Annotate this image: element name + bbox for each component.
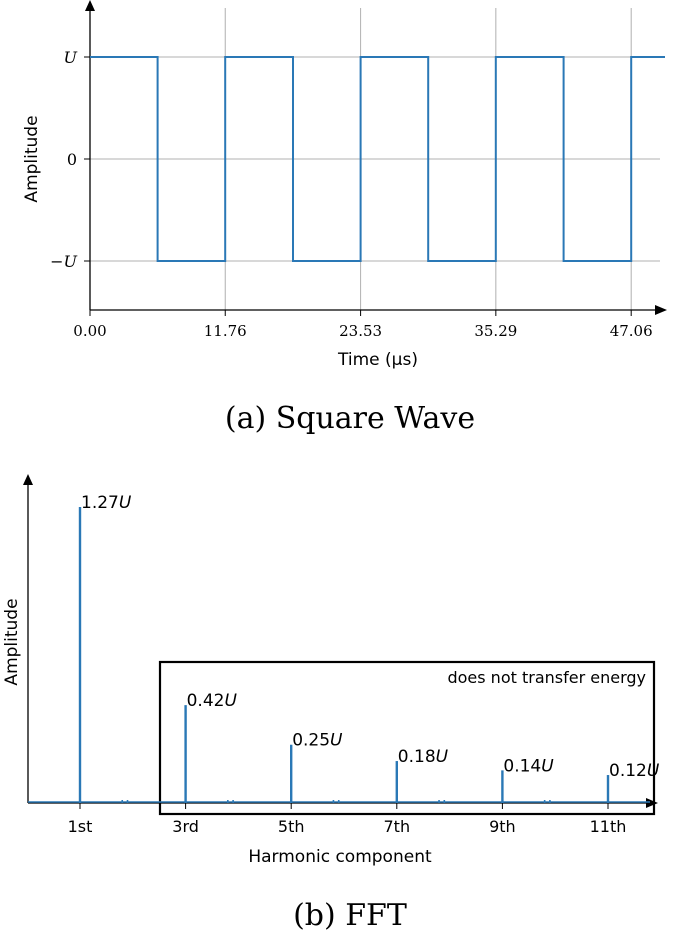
fft-panel: does not transfer energy 1st 1.27U 3rd 0.42…: [2, 474, 660, 933]
square-wave-x-label: Time (μs): [337, 350, 418, 370]
data-label: 0.14U: [503, 756, 554, 776]
x-tick-label: 11.76: [204, 322, 247, 340]
square-wave-caption: (a) Square Wave: [225, 401, 475, 436]
x-tick-label: 35.29: [474, 322, 517, 340]
square-wave-series-line: [90, 56, 665, 262]
fft-spikes: 1st 1.27U 3rd 0.42U 5th 0.25U 7th 0.18U 9th 0.14U…: [68, 493, 660, 836]
y-tick-label: 0: [67, 150, 77, 169]
x-tick-label: 9th: [489, 817, 516, 836]
fft-y-axis-arrow: [23, 474, 33, 485]
square-wave-x-axis-arrow: [655, 305, 667, 315]
square-wave-ticks: 0.00 11.76 23.53 35.29 47.06 U 0 −U: [50, 48, 653, 340]
fft-noise-floor: [28, 800, 650, 803]
y-tick-label: U: [64, 48, 78, 67]
data-label: 0.12U: [609, 761, 660, 781]
x-tick-label: 3rd: [172, 817, 199, 836]
no-energy-annotation: does not transfer energy: [447, 668, 646, 687]
x-tick-label: 1st: [68, 817, 93, 836]
square-wave-y-label: Amplitude: [22, 115, 42, 202]
square-wave-grid: [90, 8, 660, 310]
x-tick-label: 47.06: [610, 322, 653, 340]
fft-caption: (b) FFT: [293, 898, 407, 933]
data-label: 0.18U: [398, 747, 449, 767]
x-tick-label: 11th: [590, 817, 627, 836]
y-tick-label: −U: [50, 252, 77, 271]
fft-x-label: Harmonic component: [248, 847, 432, 867]
data-label: 1.27U: [81, 493, 132, 513]
x-tick-label: 0.00: [73, 322, 106, 340]
data-label: 0.25U: [292, 731, 343, 751]
x-tick-label: 23.53: [339, 322, 382, 340]
fft-x-axis-arrow: [646, 798, 658, 808]
x-tick-label: 7th: [384, 817, 411, 836]
no-energy-box: [158, 660, 656, 816]
square-wave-y-axis-arrow: [85, 0, 95, 11]
data-label: 0.42U: [187, 691, 238, 711]
square-wave-panel: 0.00 11.76 23.53 35.29 47.06 U 0 −U Time (μs) A…: [22, 0, 667, 436]
fft-y-label: Amplitude: [2, 598, 22, 685]
x-tick-label: 5th: [278, 817, 305, 836]
